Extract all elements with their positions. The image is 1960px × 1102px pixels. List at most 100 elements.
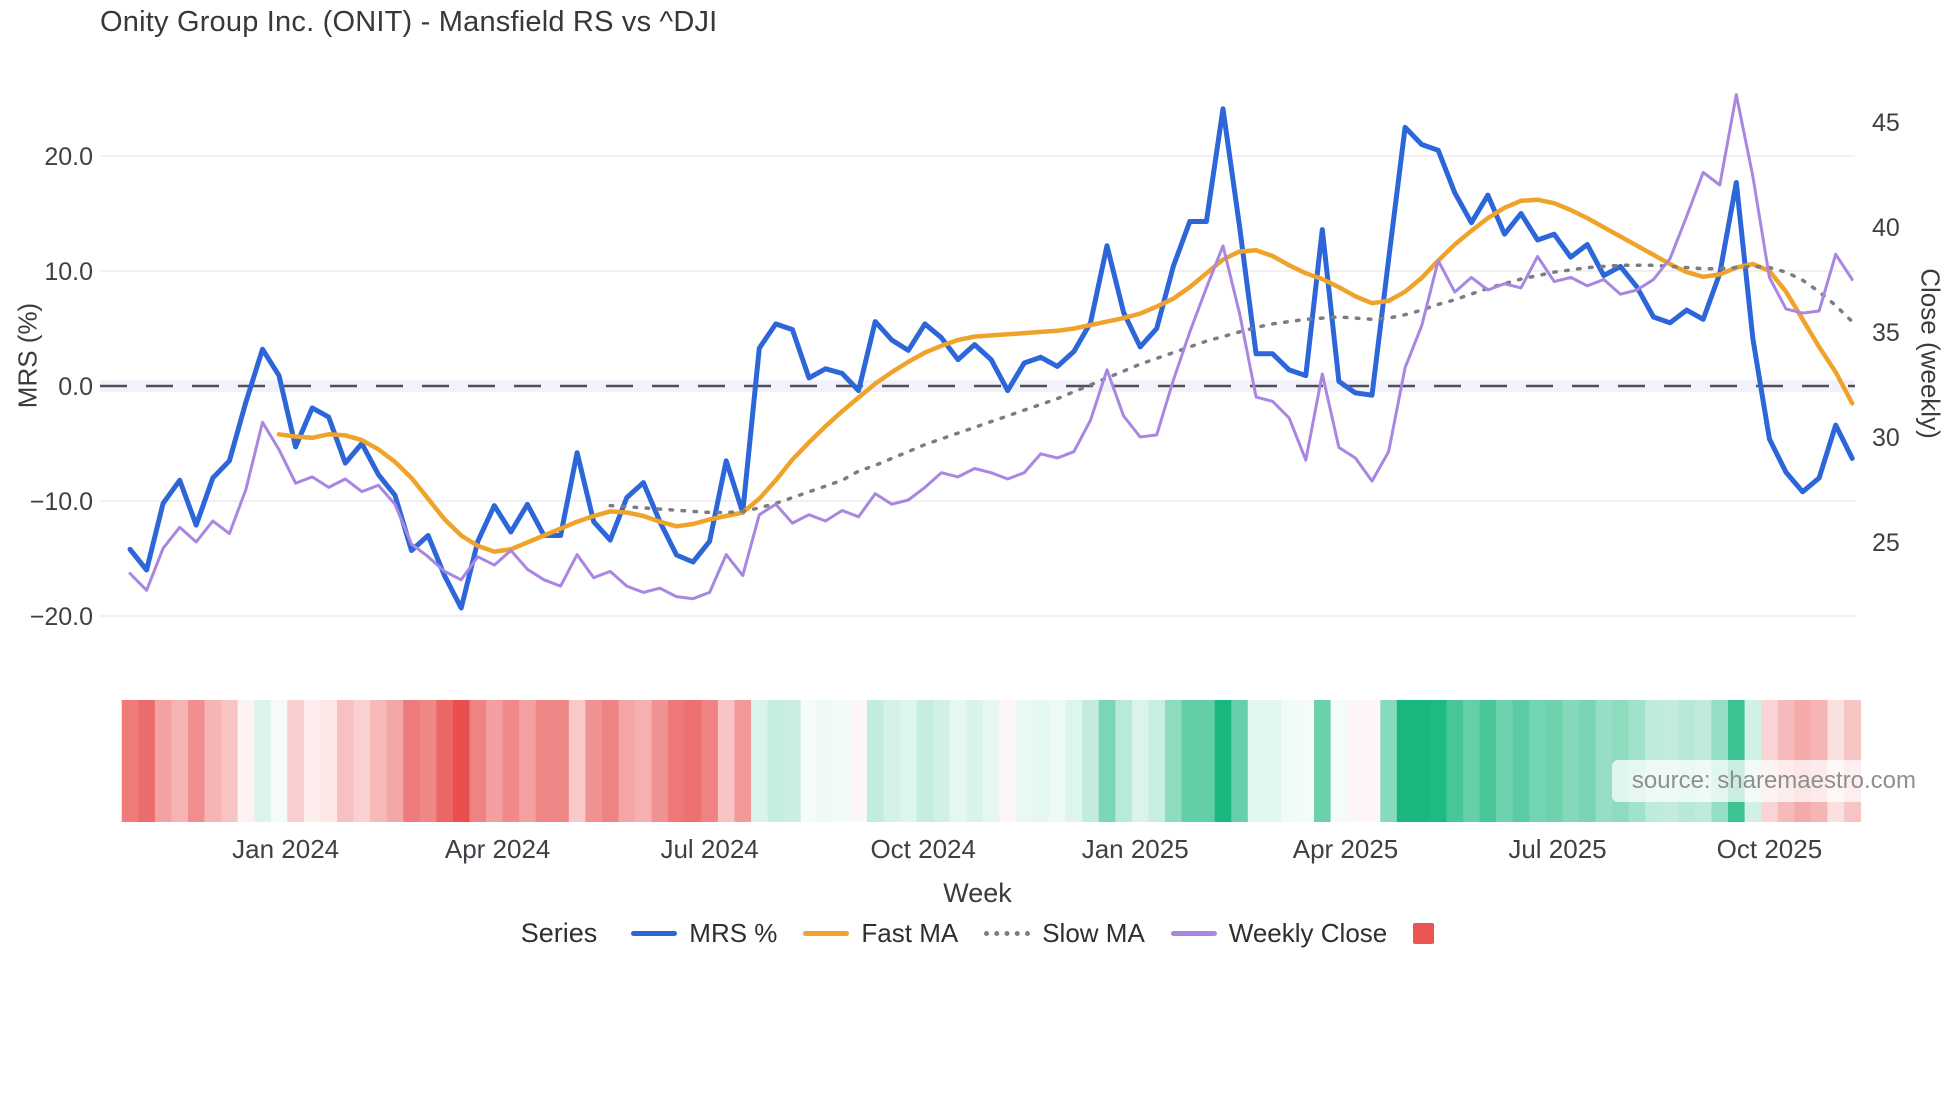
heatmap-cell xyxy=(1280,700,1298,822)
heatmap-cell xyxy=(883,700,901,822)
heatmap-cell xyxy=(568,700,586,822)
heatmap-cell xyxy=(668,700,686,822)
heatmap-cell xyxy=(1463,700,1481,822)
legend-item-label: Weekly Close xyxy=(1228,918,1388,948)
heatmap-cell xyxy=(535,700,553,822)
heatmap-cell xyxy=(1247,700,1265,822)
heatmap-cell xyxy=(784,700,802,822)
legend-item-fast-ma: Fast MA xyxy=(803,918,958,949)
x-tick-label: Jan 2025 xyxy=(1082,834,1189,864)
heatmap-swatch-icon xyxy=(1413,923,1435,944)
heatmap-cell xyxy=(204,700,222,822)
heatmap-cell xyxy=(1214,700,1232,822)
heatmap-cell xyxy=(502,700,520,822)
heatmap-cell xyxy=(1231,700,1249,822)
legend-item-label: MRS % xyxy=(689,918,778,948)
heatmap-cell xyxy=(320,700,338,822)
heatmap-cell xyxy=(386,700,404,822)
left-tick-label: −10.0 xyxy=(30,488,93,516)
x-tick-label: Apr 2025 xyxy=(1293,834,1399,864)
heatmap-cell xyxy=(1181,700,1199,822)
line-swatch-icon xyxy=(984,931,1031,936)
heatmap-cell xyxy=(1082,700,1100,822)
heatmap-cell xyxy=(800,700,818,822)
heatmap-cell xyxy=(452,700,470,822)
heatmap-cell xyxy=(1049,700,1067,822)
legend-item-label: Slow MA xyxy=(1042,918,1145,948)
heatmap-cell xyxy=(1429,700,1448,822)
heatmap-cell xyxy=(552,700,570,822)
heatmap-cell xyxy=(850,700,868,822)
heatmap-cell xyxy=(469,700,487,822)
x-axis-title: Week xyxy=(943,878,1012,908)
heatmap-cell xyxy=(287,700,305,822)
heatmap-cell xyxy=(1380,700,1398,822)
heatmap-cell xyxy=(221,700,239,822)
heatmap-cell xyxy=(949,700,967,822)
legend-title: Series xyxy=(520,918,598,948)
right-tick-label: 25 xyxy=(1872,529,1900,557)
heatmap-cell xyxy=(684,700,702,822)
line-swatch-icon xyxy=(1170,931,1217,936)
heatmap-cell xyxy=(403,700,421,822)
heatmap-cell xyxy=(1363,700,1381,822)
legend-item-mrs-: MRS % xyxy=(631,918,777,949)
x-tick-label: Apr 2024 xyxy=(445,834,551,864)
heatmap-cell xyxy=(982,700,1000,822)
heatmap-cell xyxy=(1545,700,1563,822)
heatmap-cell xyxy=(1297,700,1315,822)
x-tick-label: Oct 2025 xyxy=(1717,834,1823,864)
left-tick-label: 0.0 xyxy=(58,373,93,401)
heatmap-cell xyxy=(1032,700,1050,822)
line-swatch-icon xyxy=(803,931,850,936)
heatmap-cell xyxy=(933,700,951,822)
heatmap-cell xyxy=(1579,700,1597,822)
heatmap-cell xyxy=(1347,700,1365,822)
heatmap-cell xyxy=(717,700,735,822)
heatmap-cell xyxy=(1148,700,1166,822)
heatmap-cell xyxy=(519,700,537,822)
heatmap-cell xyxy=(734,700,752,822)
heatmap-cell xyxy=(866,700,884,822)
line-swatch-icon xyxy=(631,931,678,936)
heatmap-cell xyxy=(1396,700,1414,822)
left-tick-label: 10.0 xyxy=(44,258,93,286)
heatmap-cell xyxy=(751,700,769,822)
heatmap-cell xyxy=(171,700,189,822)
heatmap-cell xyxy=(187,700,206,822)
legend-item-weekly-close: Weekly Close xyxy=(1170,918,1388,949)
heatmap-cell xyxy=(1165,700,1183,822)
right-tick-label: 35 xyxy=(1872,319,1900,347)
heatmap-cell xyxy=(635,700,653,822)
heatmap-cell xyxy=(1015,700,1034,822)
left-tick-label: −20.0 xyxy=(30,603,93,631)
left-tick-label: 20.0 xyxy=(44,143,93,171)
x-tick-label: Jan 2024 xyxy=(232,834,339,864)
heatmap-cell xyxy=(337,700,355,822)
heatmap-cell xyxy=(370,700,388,822)
heatmap-cell xyxy=(270,700,288,822)
heatmap-cell xyxy=(237,700,255,822)
right-tick-label: 30 xyxy=(1872,424,1900,452)
heatmap-cell xyxy=(1496,700,1514,822)
heatmap-cell xyxy=(1131,700,1149,822)
heatmap-cell xyxy=(767,700,785,822)
heatmap-cell xyxy=(817,700,835,822)
legend-item-slow-ma: Slow MA xyxy=(984,918,1145,949)
heatmap-cell xyxy=(436,700,454,822)
heatmap-cell xyxy=(1264,700,1282,822)
heatmap-cell xyxy=(353,700,371,822)
heatmap-cell xyxy=(1529,700,1547,822)
heatmap-cell xyxy=(999,700,1017,822)
heatmap-cell xyxy=(1065,700,1083,822)
heatmap-cell xyxy=(618,700,636,822)
heatmap-cell xyxy=(1512,700,1530,822)
heatmap-cell xyxy=(486,700,504,822)
right-tick-label: 40 xyxy=(1872,214,1900,242)
heatmap-cell xyxy=(1198,700,1216,822)
heatmap-cell xyxy=(1314,700,1332,822)
series-line-mrs- xyxy=(127,106,1855,611)
heatmap-cell xyxy=(1330,700,1348,822)
heatmap-cell xyxy=(916,700,934,822)
heatmap-cell xyxy=(1562,700,1580,822)
